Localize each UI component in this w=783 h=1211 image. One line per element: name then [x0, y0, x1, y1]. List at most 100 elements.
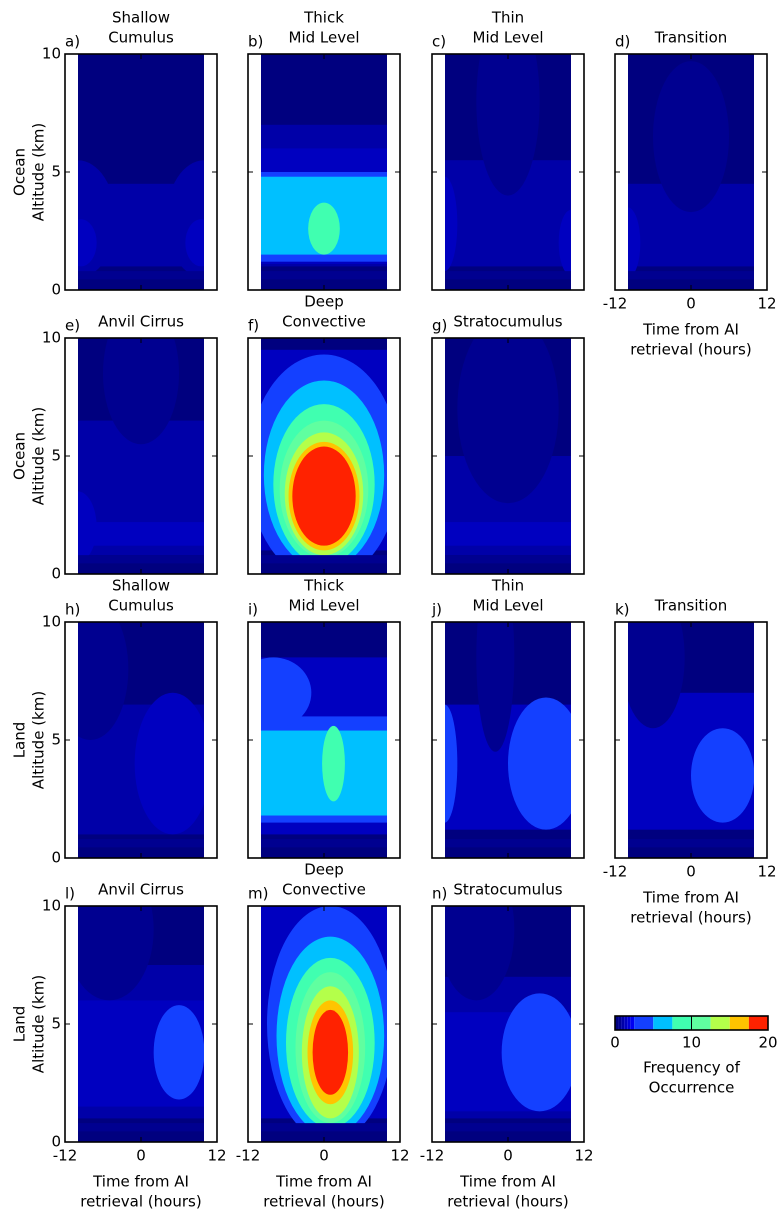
panel-title: Mid Level	[473, 597, 544, 615]
contour-field	[261, 338, 387, 574]
colorbar-band	[621, 1016, 625, 1030]
contour-field	[78, 622, 204, 858]
x-tick-label: -12	[603, 863, 628, 881]
contour-level	[457, 338, 559, 504]
contour-level	[78, 906, 154, 1001]
contour-level	[261, 847, 387, 858]
contour-level	[261, 563, 387, 574]
panel-title: Cumulus	[108, 29, 174, 47]
y-tick-label: 5	[51, 1015, 61, 1033]
contour-level	[78, 622, 129, 740]
contour-level	[166, 160, 204, 279]
x-tick-label: 0	[686, 295, 696, 313]
contour-field	[261, 622, 387, 858]
colorbar-band	[653, 1016, 673, 1030]
y-axis-label: Altitude (km)	[30, 691, 48, 789]
y-axis-label: Ocean	[11, 148, 29, 196]
panel-title: Anvil Cirrus	[98, 313, 184, 331]
contour-level	[445, 906, 515, 1001]
colorbar-band	[630, 1016, 635, 1030]
contour-level	[501, 993, 571, 1112]
panel-title: Mid Level	[473, 29, 544, 47]
y-tick-label: 0	[51, 849, 61, 867]
panel-title: Stratocumulus	[453, 313, 562, 331]
contour-level	[445, 176, 458, 272]
panel-label: j)	[431, 601, 442, 619]
x-tick-label: -12	[236, 1147, 261, 1165]
panel-label: i)	[248, 601, 258, 619]
colorbar-band	[710, 1016, 730, 1030]
contour-level	[261, 657, 312, 729]
x-tick-label: 0	[136, 1147, 146, 1165]
x-tick-label: -12	[53, 1147, 78, 1165]
panel-title: Deep	[304, 293, 344, 311]
contour-level	[508, 697, 571, 830]
contour-level	[308, 202, 340, 255]
panel-title: Cumulus	[108, 597, 174, 615]
colorbar-band	[624, 1016, 628, 1030]
x-axis-label: retrieval (hours)	[263, 1193, 384, 1211]
contour-level	[312, 1009, 349, 1095]
y-tick-label: 10	[42, 45, 61, 63]
contour-level	[445, 847, 571, 858]
panel-label: n)	[432, 885, 447, 903]
x-tick-label: 12	[574, 1147, 593, 1165]
y-axis-label: Land	[11, 1006, 29, 1043]
panel-label: a)	[65, 33, 80, 51]
contour-level	[78, 279, 204, 290]
contour-level	[476, 54, 540, 196]
colorbar-tick-label: 20	[758, 1034, 777, 1052]
contour-level	[78, 1131, 204, 1142]
x-tick-label: 12	[207, 1147, 226, 1165]
y-axis-label: Altitude (km)	[30, 975, 48, 1073]
x-tick-label: 0	[503, 1147, 513, 1165]
contour-level	[691, 728, 754, 823]
x-axis-label: Time from AI	[275, 1173, 372, 1191]
x-axis-label: retrieval (hours)	[447, 1193, 568, 1211]
panel-title: Thick	[303, 577, 344, 595]
panel-title: Thick	[303, 9, 344, 27]
contour-level	[292, 446, 356, 546]
panel-label: b)	[248, 33, 263, 51]
x-axis-label: Time from AI	[642, 321, 739, 339]
contour-level	[558, 209, 571, 276]
panel-label: m)	[248, 885, 268, 903]
contour-level	[78, 847, 204, 858]
contour-field	[445, 54, 571, 290]
y-tick-label: 5	[51, 163, 61, 181]
panel-label: e)	[65, 317, 80, 335]
panel-title: Transition	[654, 29, 728, 47]
contour-level	[628, 622, 685, 729]
contour-level	[153, 1005, 204, 1100]
contour-field	[261, 54, 387, 290]
contour-level	[322, 725, 345, 802]
colorbar-label: Occurrence	[649, 1079, 735, 1097]
x-axis-label: retrieval (hours)	[80, 1193, 201, 1211]
colorbar-band	[672, 1016, 692, 1030]
panel-title: Shallow	[112, 9, 170, 27]
colorbar-band	[691, 1016, 711, 1030]
contour-level	[261, 279, 387, 290]
contour-level	[445, 704, 458, 823]
panel-label: l)	[65, 885, 75, 903]
panel-title: Thin	[491, 577, 524, 595]
contour-field	[78, 54, 204, 290]
contour-level	[476, 622, 515, 752]
panel-title: Shallow	[112, 577, 170, 595]
panel-title: Stratocumulus	[453, 881, 562, 899]
contour-level	[445, 279, 571, 290]
contour-level	[445, 563, 571, 574]
y-tick-label: 10	[42, 897, 61, 915]
x-axis-label: retrieval (hours)	[630, 341, 751, 359]
y-axis-label: Ocean	[11, 432, 29, 480]
panel-label: c)	[432, 33, 446, 51]
panel-title: Deep	[304, 861, 344, 879]
contour-field	[445, 622, 571, 858]
y-axis-label: Altitude (km)	[30, 407, 48, 505]
y-tick-label: 5	[51, 447, 61, 465]
contour-level	[628, 847, 754, 858]
panel-title: Transition	[654, 597, 728, 615]
contour-field	[628, 54, 754, 290]
x-tick-label: 12	[757, 295, 776, 313]
